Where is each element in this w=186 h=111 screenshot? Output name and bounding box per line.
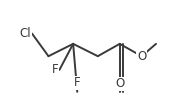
Text: Cl: Cl [19,27,31,40]
Text: O: O [137,50,146,63]
Text: O: O [115,77,124,90]
Text: F: F [74,76,81,89]
Text: F: F [52,63,58,76]
